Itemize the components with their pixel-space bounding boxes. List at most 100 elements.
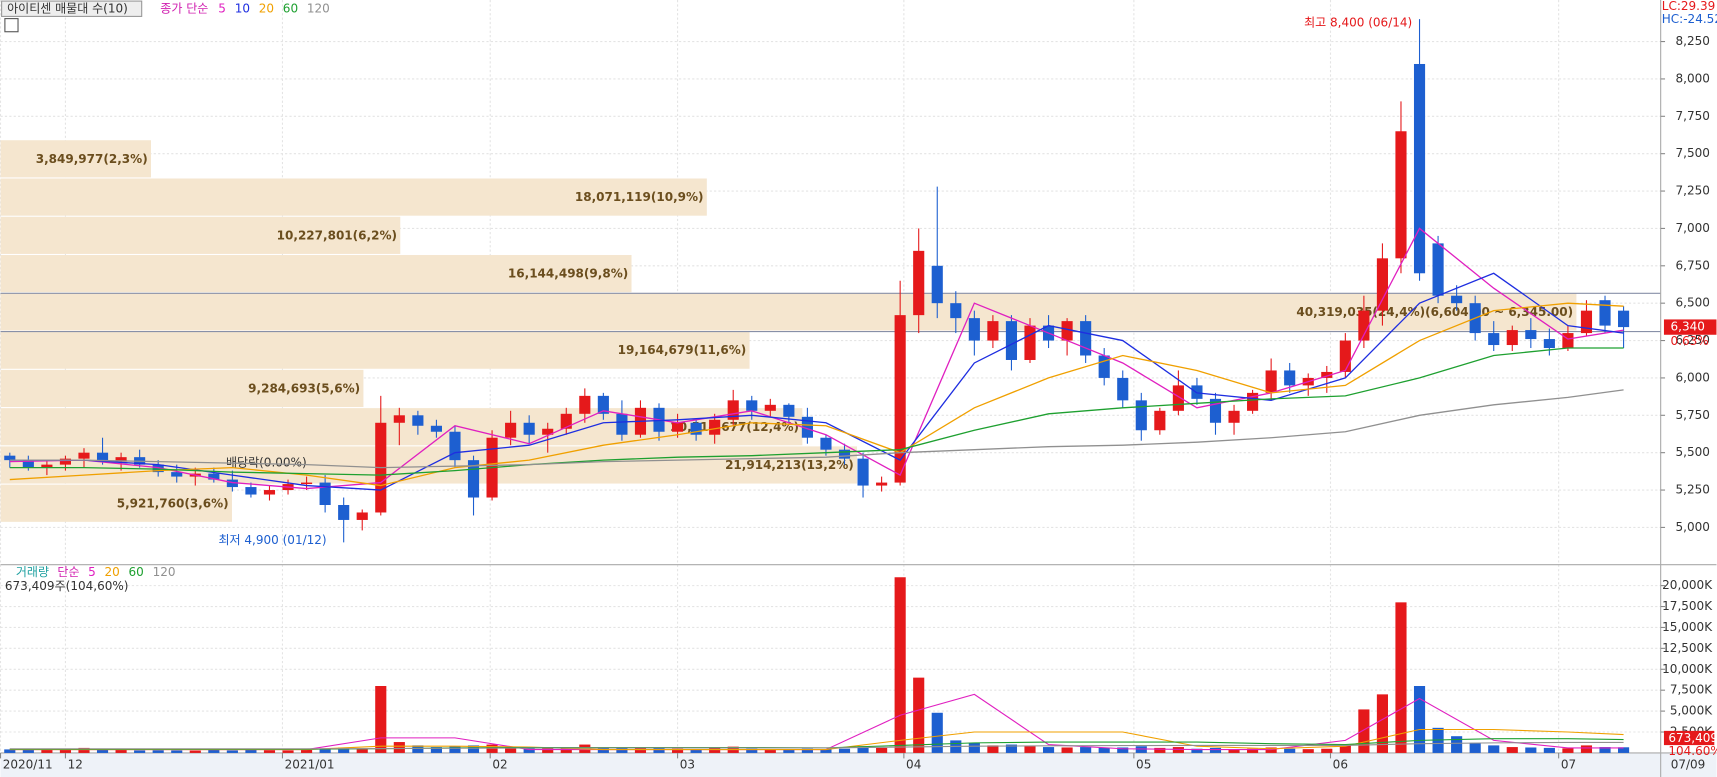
- candle-body: [1413, 63, 1426, 274]
- candle-body: [894, 315, 906, 483]
- volume-legend-entry: 5: [88, 565, 96, 579]
- volume-bar: [1209, 747, 1222, 753]
- candle-body: [1265, 370, 1277, 393]
- y-tick-label: 5,250: [1676, 483, 1710, 497]
- candle-body: [226, 479, 238, 488]
- low-annotation: 최저 4,900 (01/12): [218, 533, 326, 547]
- candle-body: [505, 422, 517, 438]
- indicator-hc: HC:-24.52: [1662, 12, 1717, 26]
- candle-body: [412, 415, 424, 426]
- y-tick-label: 6,000: [1676, 370, 1710, 384]
- volume-bar: [282, 750, 294, 753]
- volume-profile-label: 5,921,760(3,6%): [117, 496, 229, 510]
- volume-bar: [1469, 742, 1481, 753]
- candle-body: [1080, 321, 1092, 356]
- x-tick-label: 07: [1561, 757, 1576, 771]
- volume-bar: [96, 749, 109, 753]
- y-tick-label: 6,500: [1676, 296, 1710, 310]
- volume-bar: [597, 747, 609, 753]
- volume-bar: [1506, 747, 1518, 753]
- volume-bar: [1061, 747, 1073, 753]
- candle-body: [1172, 385, 1184, 411]
- y-tick-label: 5,000: [1676, 520, 1710, 534]
- candle-body: [393, 415, 405, 423]
- candle-body: [356, 512, 368, 520]
- volume-bar: [709, 747, 721, 753]
- candle-body: [838, 449, 851, 459]
- volume-bar: [1339, 745, 1351, 753]
- last-price-box: [1663, 319, 1717, 335]
- candle-body: [1525, 330, 1537, 340]
- x-tick-label: 06: [1333, 757, 1348, 771]
- legend-entry: 5: [218, 1, 226, 15]
- y-tick-label: 8,000: [1676, 71, 1710, 85]
- candle-body: [208, 473, 220, 480]
- candle-body: [597, 395, 609, 414]
- volume-bar: [1024, 746, 1036, 753]
- volume-profile-bar: [0, 293, 1577, 331]
- volume-bar: [505, 747, 517, 753]
- volume-bar: [1302, 749, 1314, 753]
- volume-bar: [857, 746, 869, 753]
- legend-entry: 10: [235, 1, 250, 15]
- candle-body: [467, 460, 480, 498]
- candle-body: [1098, 355, 1110, 378]
- volume-bar: [4, 749, 16, 753]
- candle-body: [560, 413, 572, 429]
- volume-bar: [542, 748, 554, 753]
- volume-bar: [1042, 747, 1055, 753]
- candle-body: [22, 460, 34, 468]
- y-tick-label: 7,250: [1676, 184, 1710, 198]
- volume-bar: [412, 745, 424, 753]
- volume-bar: [1005, 744, 1018, 753]
- candle-body: [950, 303, 962, 319]
- candle-body: [1562, 333, 1574, 349]
- volume-bar: [1321, 748, 1333, 753]
- volume-bar: [616, 747, 628, 753]
- volume-bar: [1451, 736, 1463, 753]
- candle-body: [1005, 321, 1018, 360]
- candle-body: [727, 400, 739, 420]
- volume-ratio-label: 104.60%: [1668, 744, 1717, 758]
- volume-bar: [208, 749, 220, 753]
- candle-body: [4, 455, 16, 461]
- candle-body: [1117, 377, 1129, 401]
- volume-bar: [968, 742, 980, 753]
- candle-body: [1618, 310, 1630, 328]
- candle-body: [1209, 398, 1222, 423]
- volume-bar: [1599, 747, 1611, 753]
- candle-body: [115, 457, 127, 462]
- candle-body: [746, 400, 758, 411]
- candle-body: [987, 321, 999, 341]
- volume-profile-bar: [0, 255, 632, 293]
- table-icon[interactable]: [4, 18, 19, 33]
- y-tick-label: 8,250: [1676, 34, 1710, 48]
- volume-profile-label: 20,514,677(12,4%): [670, 420, 799, 434]
- candle-body: [171, 472, 183, 477]
- volume-profile-label: 9,284,693(5,6%): [248, 381, 360, 395]
- volume-bar: [152, 750, 164, 753]
- volume-profile-label: 18,071,119(10,9%): [575, 190, 704, 204]
- high-annotation: 최고 8,400 (06/14): [1304, 15, 1412, 29]
- candle-body: [245, 487, 257, 495]
- y-tick-label: 7,750: [1676, 109, 1710, 123]
- candle-body: [876, 482, 888, 486]
- volume-profile-bar: [0, 369, 364, 408]
- candle-body: [263, 490, 276, 495]
- volume-bar: [1395, 602, 1407, 753]
- volume-bar: [820, 749, 832, 753]
- legend-title: 종가 단순: [160, 1, 208, 15]
- candle-body: [542, 428, 554, 435]
- x-tick-label: 12: [68, 757, 83, 771]
- volume-bar: [1376, 694, 1388, 753]
- x-axis-strip: [0, 752, 1717, 777]
- candle-body: [783, 404, 795, 417]
- y-tick-label: 5,750: [1676, 408, 1710, 422]
- candle-body: [1451, 295, 1463, 304]
- candle-body: [1284, 370, 1296, 386]
- volume-bar: [430, 747, 442, 753]
- candle-body: [579, 395, 591, 414]
- volume-profile-label: 3,849,977(2,3%): [36, 152, 148, 166]
